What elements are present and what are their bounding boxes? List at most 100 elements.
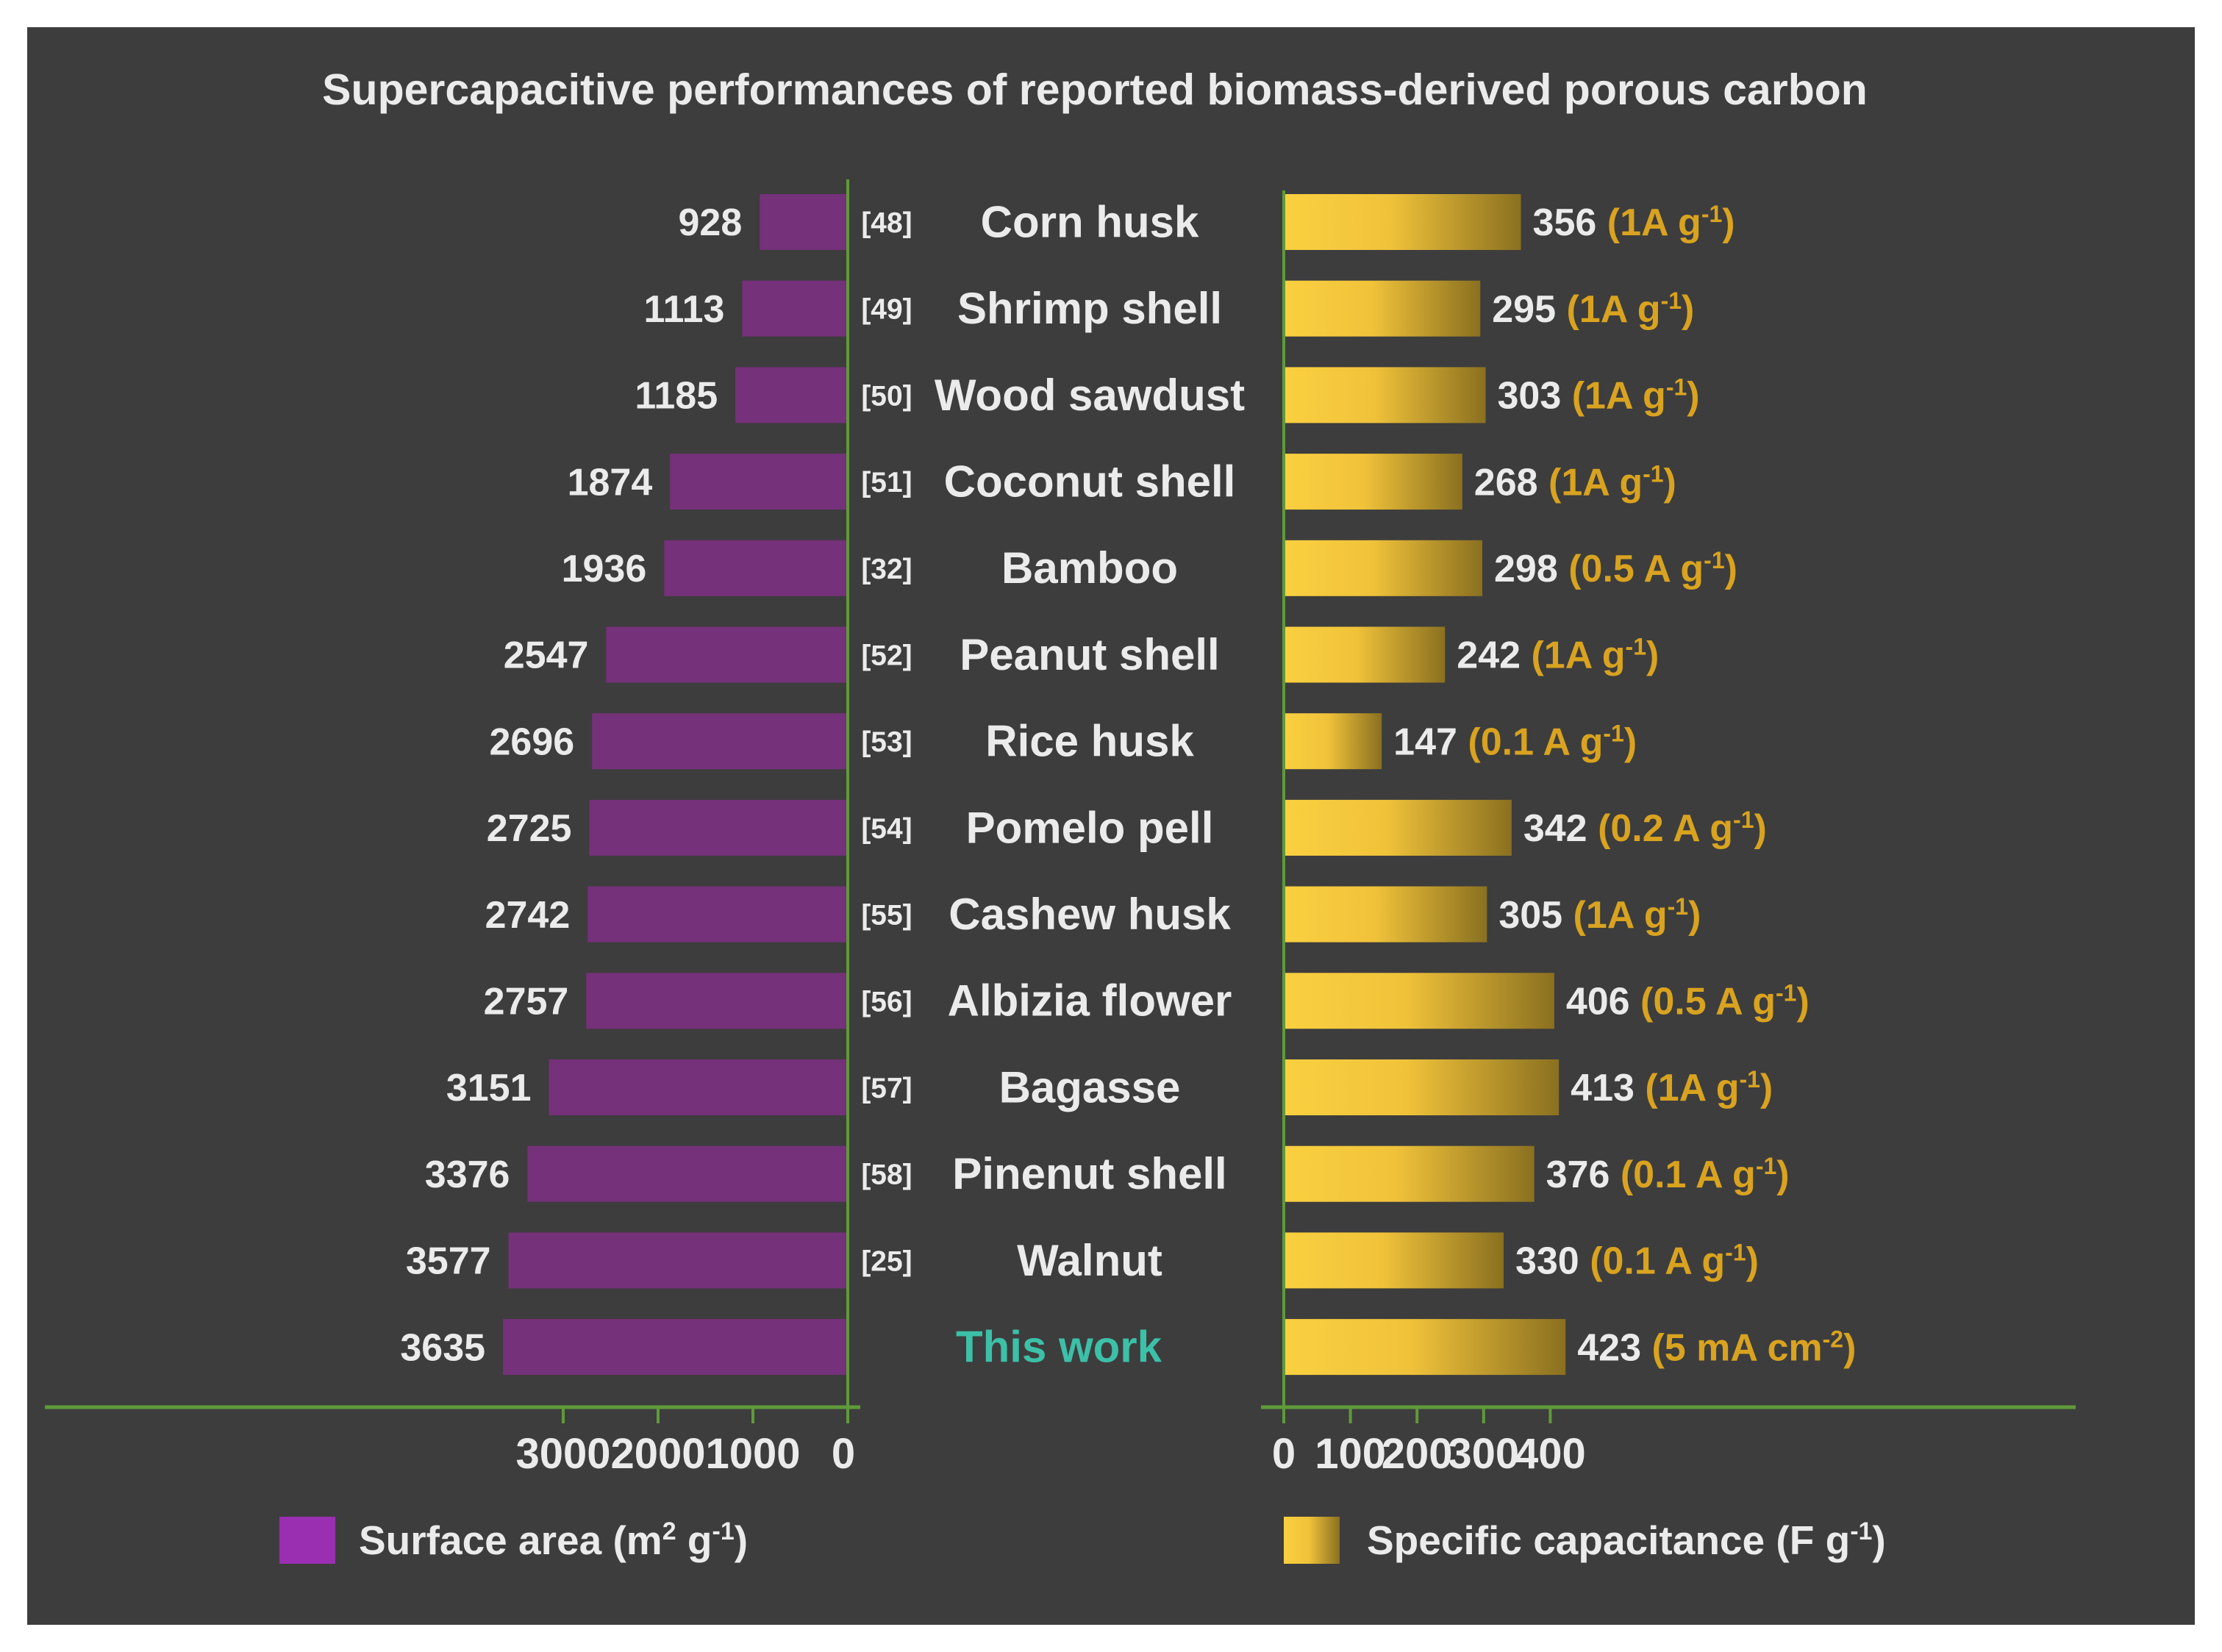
- surface-area-bar: [735, 367, 848, 423]
- surface-area-bar: [527, 1145, 848, 1202]
- legend: Surface area (m2 g-1) Specific capacitanc…: [279, 1517, 1886, 1564]
- category-label: Bamboo: [1001, 543, 1178, 593]
- surface-area-label: 1936: [562, 548, 647, 590]
- reference-label: [50]: [861, 380, 912, 412]
- category-label: Bagasse: [999, 1062, 1181, 1112]
- category-label: Cashew husk: [949, 890, 1231, 939]
- surface-area-label: 2725: [487, 807, 572, 850]
- left-tick-label: 0: [832, 1430, 855, 1478]
- category-label: Coconut shell: [944, 457, 1236, 507]
- surface-area-label: 2547: [504, 634, 589, 677]
- capacitance-bar: [1284, 1059, 1560, 1115]
- capacitance-label: 295 (1A g-1): [1492, 287, 1694, 331]
- reference-label: [49]: [861, 294, 912, 326]
- surface-area-bar: [503, 1319, 848, 1376]
- surface-area-legend-swatch: [279, 1517, 335, 1564]
- category-label: Pinenut shell: [952, 1149, 1226, 1198]
- reference-label: [57]: [861, 1073, 912, 1104]
- surface-area-label: 928: [679, 201, 743, 244]
- surface-area-bar: [742, 280, 848, 337]
- reference-label: [54]: [861, 813, 912, 845]
- surface-area-label: 3151: [446, 1067, 532, 1109]
- right-tick-label: 200: [1382, 1430, 1453, 1478]
- reference-label: [25]: [861, 1245, 912, 1277]
- reference-label: [58]: [861, 1159, 912, 1191]
- category-label: Peanut shell: [960, 630, 1219, 679]
- reference-label: [56]: [861, 986, 912, 1018]
- capacitance-bar: [1284, 799, 1512, 856]
- surface-area-legend-label: Surface area (m2 g-1): [359, 1517, 748, 1563]
- surface-area-bar: [549, 1059, 848, 1115]
- surface-area-label: 2742: [485, 894, 571, 937]
- surface-area-bar: [589, 799, 848, 856]
- left-tick-label: 2000: [610, 1430, 705, 1478]
- capacitance-label: 268 (1A g-1): [1474, 460, 1676, 504]
- capacitance-label: 330 (0.1 A g-1): [1515, 1240, 1759, 1283]
- reference-label: [53]: [861, 726, 912, 758]
- chart-svg: Supercapacitive performances of reported…: [45, 65, 2076, 1564]
- chart-panel: Supercapacitive performances of reported…: [27, 27, 2195, 1625]
- surface-area-label: 2757: [484, 981, 569, 1023]
- surface-area-bar: [670, 454, 848, 510]
- surface-area-label: 1185: [635, 375, 718, 418]
- category-label: Albizia flower: [948, 976, 1232, 1026]
- capacitance-bar: [1284, 194, 1521, 250]
- capacitance-label: 242 (1A g-1): [1457, 634, 1659, 677]
- capacitance-label: 305 (1A g-1): [1498, 893, 1701, 937]
- capacitance-bar: [1284, 1319, 1566, 1376]
- bars-layer: [503, 194, 1566, 1376]
- surface-area-label: 1874: [568, 461, 653, 504]
- surface-area-label: 3577: [406, 1240, 491, 1283]
- labels-layer: 928 356 (1A g-1) [48] Corn husk 1113 295 (1A …: [400, 197, 1856, 1371]
- capacitance-bar: [1284, 973, 1554, 1029]
- capacitance-label: 406 (0.5 A g-1): [1566, 980, 1810, 1023]
- category-label: Corn husk: [981, 197, 1199, 246]
- capacitance-bar: [1284, 367, 1486, 423]
- category-label: Walnut: [1017, 1236, 1162, 1285]
- left-tick-label: 3000: [515, 1430, 610, 1478]
- surface-area-bar: [592, 713, 848, 770]
- surface-area-bar: [606, 626, 848, 683]
- capacitance-legend-swatch: [1284, 1517, 1340, 1564]
- capacitance-bar: [1284, 454, 1462, 510]
- surface-area-label: 2696: [490, 720, 575, 763]
- category-label: Rice husk: [985, 717, 1194, 766]
- category-label: This work: [956, 1323, 1162, 1372]
- reference-label: [32]: [861, 554, 912, 585]
- surface-area-label: 1113: [643, 288, 724, 331]
- capacitance-bar: [1284, 1145, 1535, 1202]
- capacitance-bar: [1284, 280, 1481, 337]
- reference-label: [51]: [861, 467, 912, 498]
- category-label: Wood sawdust: [935, 371, 1245, 420]
- capacitance-bar: [1284, 886, 1487, 943]
- surface-area-label: 3635: [400, 1326, 485, 1369]
- capacitance-bar: [1284, 540, 1482, 596]
- right-tick-label: 0: [1272, 1430, 1296, 1478]
- right-tick-label: 400: [1515, 1430, 1586, 1478]
- surface-area-bar: [664, 540, 848, 596]
- left-tick-label: 1000: [705, 1430, 800, 1478]
- capacitance-label: 147 (0.1 A g-1): [1393, 720, 1637, 763]
- capacitance-legend-label: Specific capacitance (F g-1): [1367, 1517, 1886, 1563]
- category-label: Pomelo pell: [966, 803, 1214, 852]
- capacitance-label: 303 (1A g-1): [1498, 374, 1700, 418]
- capacitance-label: 423 (5 mA cm-2): [1577, 1326, 1856, 1369]
- surface-area-bar: [508, 1232, 848, 1289]
- reference-label: [48]: [861, 207, 912, 239]
- category-label: Shrimp shell: [957, 284, 1222, 333]
- reference-label: [55]: [861, 900, 912, 932]
- surface-area-bar: [587, 886, 848, 943]
- capacitance-label: 298 (0.5 A g-1): [1494, 547, 1737, 590]
- chart-title: Supercapacitive performances of reported…: [322, 65, 1868, 114]
- capacitance-label: 376 (0.1 A g-1): [1546, 1153, 1790, 1196]
- surface-area-bar: [760, 194, 848, 250]
- surface-area-bar: [586, 973, 848, 1029]
- capacitance-bar: [1284, 713, 1382, 770]
- capacitance-label: 356 (1A g-1): [1533, 201, 1735, 244]
- surface-area-label: 3376: [425, 1154, 510, 1196]
- right-tick-label: 300: [1448, 1430, 1519, 1478]
- capacitance-label: 413 (1A g-1): [1571, 1066, 1773, 1109]
- right-tick-label: 100: [1315, 1430, 1386, 1478]
- capacitance-label: 342 (0.2 A g-1): [1523, 807, 1767, 850]
